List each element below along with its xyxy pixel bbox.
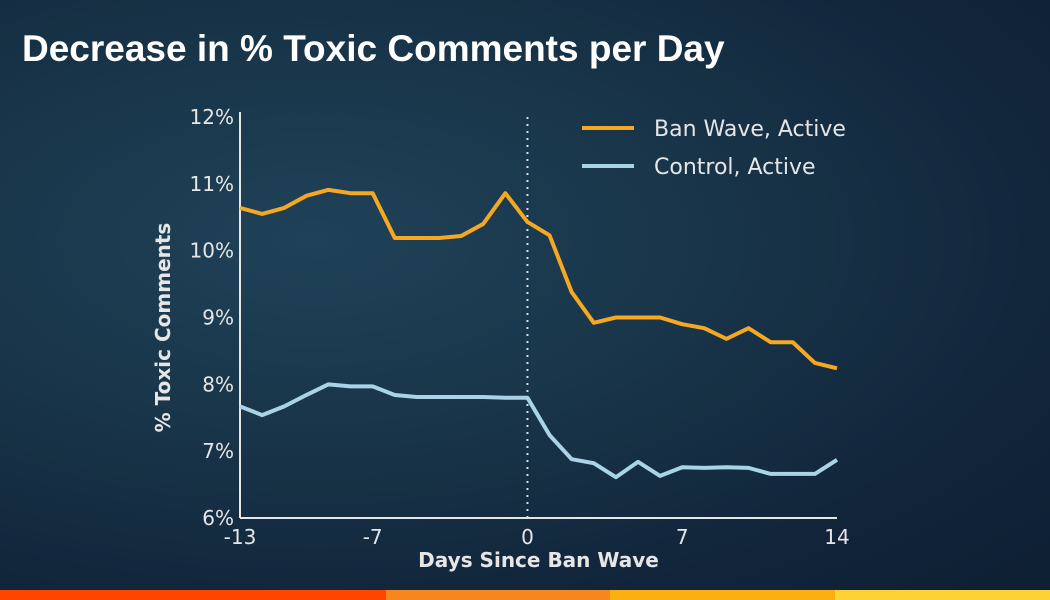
x-axis-label: Days Since Ban Wave bbox=[418, 548, 659, 572]
y-tick-label: 8% bbox=[202, 372, 234, 396]
stripe-segment bbox=[0, 590, 386, 600]
stripe-segment bbox=[610, 590, 835, 600]
series-line-control bbox=[239, 382, 839, 480]
stripe-segment bbox=[386, 590, 610, 600]
y-tick-label: 12% bbox=[190, 105, 234, 129]
x-tick-label: 7 bbox=[676, 525, 689, 549]
legend-label: Control, Active bbox=[654, 155, 816, 180]
x-tick-label: 14 bbox=[824, 525, 849, 549]
x-tick-label: -7 bbox=[363, 525, 383, 549]
y-tick-label: 11% bbox=[190, 172, 234, 196]
y-tick-label: 6% bbox=[202, 506, 234, 530]
y-tick-label: 7% bbox=[202, 439, 234, 463]
page-title: Decrease in % Toxic Comments per Day bbox=[22, 28, 725, 69]
brand-stripe bbox=[0, 590, 1050, 600]
stripe-segment bbox=[835, 590, 1050, 600]
series-line-ban-wave bbox=[239, 187, 838, 371]
x-tick-label: 0 bbox=[521, 525, 534, 549]
y-axis-label: % Toxic Comments bbox=[151, 223, 175, 433]
y-tick-label: 10% bbox=[190, 239, 234, 263]
y-tick-label: 9% bbox=[202, 306, 234, 330]
x-tick-label: -13 bbox=[224, 525, 257, 549]
legend-label: Ban Wave, Active bbox=[654, 117, 846, 142]
